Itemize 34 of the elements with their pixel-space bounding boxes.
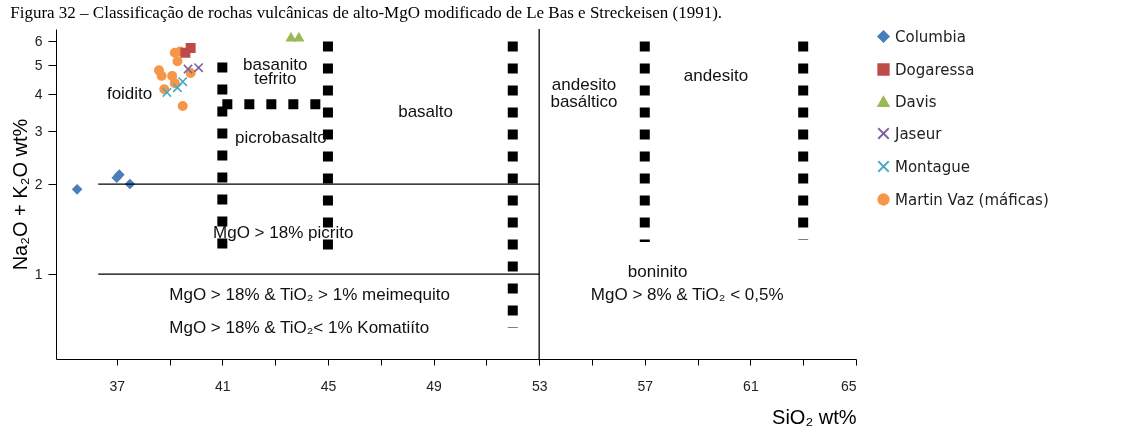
y-tick-label: 5 (34, 56, 43, 73)
legend-label: Davis (895, 92, 937, 111)
annotation: picrobasalto (234, 127, 327, 147)
chart-title: Figura 32 – Classificação de rochas vulcânicas de alto-MgO modificado de Le Bas e Streckeisen (1991). (10, 3, 723, 23)
x-tick-label: 65 (840, 377, 857, 394)
annotation: MgO > 18% & TiO₂< 1% Komatiíto (169, 317, 430, 337)
x-tick-label: 45 (320, 377, 337, 394)
x-tick-label: 57 (637, 377, 654, 394)
y-tick-label: 2 (34, 175, 43, 192)
y-tick-label: 3 (34, 122, 43, 139)
y-tick-label: 6 (34, 32, 43, 49)
x-axis-title: SiO₂ wt% (772, 405, 857, 428)
annotation: MgO > 8% & TiO₂ < 0,5% (590, 285, 784, 305)
annotation: boninito (627, 261, 688, 281)
y-axis-title: Na₂O + K₂O wt% (8, 118, 31, 271)
annotation: MgO > 18% picrito (213, 222, 354, 242)
annotation: MgO > 18% & TiO₂ > 1% meimequito (169, 285, 450, 305)
legend-label: Dogaressa (895, 60, 975, 79)
annotation: andesito (683, 65, 749, 85)
legend-label: Columbia (895, 27, 966, 46)
annotation: basalto (398, 101, 454, 121)
x-tick-label: 41 (215, 377, 231, 394)
x-tick-label: 53 (531, 377, 548, 394)
annotation: foidito (106, 84, 153, 104)
legend-label: Montague (895, 157, 970, 176)
annotation: basáltico (550, 92, 618, 112)
y-tick-label: 1 (34, 265, 43, 282)
legend-label: Martin Vaz (máficas) (895, 190, 1049, 209)
x-tick-label: 49 (426, 377, 443, 394)
annotation: andesito (551, 74, 617, 94)
x-tick-label: 61 (743, 377, 759, 394)
x-tick-label: 37 (109, 377, 126, 394)
legend-label: Jaseur (894, 124, 943, 143)
y-tick-label: 4 (34, 85, 43, 102)
